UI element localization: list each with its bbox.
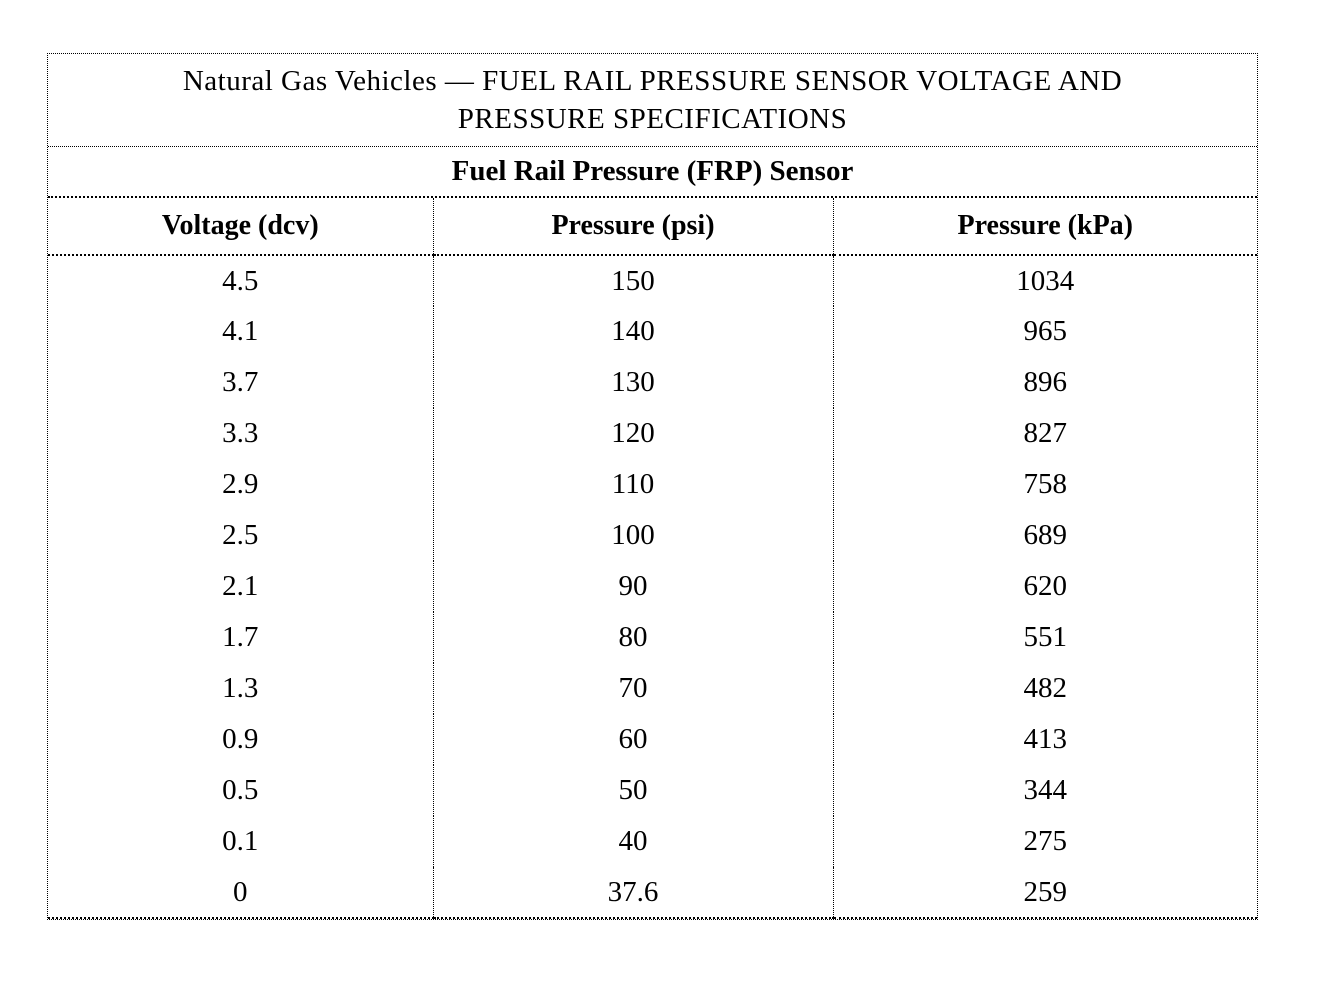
pressure-psi-cell: 50 xyxy=(432,765,833,816)
pressure-psi-cell: 90 xyxy=(432,561,833,612)
voltage-cell: 1.3 xyxy=(222,672,259,704)
pressure-psi-cell: 130 xyxy=(432,357,833,408)
pressure-psi-cell: 150 xyxy=(432,255,833,306)
sensor-data-table: Voltage (dcv) Pressure (psi) Pressure (k… xyxy=(48,198,1257,919)
page-title: Natural Gas Vehicles — FUEL RAIL PRESSUR… xyxy=(48,54,1257,147)
voltage-cell: 0.5 xyxy=(222,774,259,806)
table-row: 0.9 60 413 xyxy=(48,714,1257,765)
pressure-psi-cell: 37.6 xyxy=(432,867,833,919)
voltage-cell: 3.3 xyxy=(222,417,259,449)
pressure-kpa-cell: 344 xyxy=(832,765,1257,816)
pressure-psi-cell: 140 xyxy=(432,306,833,357)
table-row: 3.3 120 827 xyxy=(48,408,1257,459)
fuel-rail-pressure-spec-table: Natural Gas Vehicles — FUEL RAIL PRESSUR… xyxy=(47,53,1258,920)
voltage-cell: 2.1 xyxy=(222,570,259,602)
table-row: 0 37.6 259 xyxy=(48,867,1257,919)
page-title-line-1: Natural Gas Vehicles — FUEL RAIL PRESSUR… xyxy=(182,65,1123,97)
table-row: 2.9 110 758 xyxy=(48,459,1257,510)
table-row: 0.5 50 344 xyxy=(48,765,1257,816)
column-header-pressure-kpa: Pressure (kPa) xyxy=(832,198,1257,256)
pressure-psi-cell: 80 xyxy=(432,612,833,663)
pressure-kpa-cell: 551 xyxy=(832,612,1257,663)
pressure-kpa-cell: 827 xyxy=(832,408,1257,459)
pressure-psi-cell: 110 xyxy=(432,459,833,510)
voltage-cell: 0.9 xyxy=(222,723,259,755)
pressure-kpa-cell: 275 xyxy=(832,816,1257,867)
table-subtitle: Fuel Rail Pressure (FRP) Sensor xyxy=(48,147,1257,198)
voltage-cell: 4.1 xyxy=(222,315,259,347)
voltage-cell: 2.5 xyxy=(222,519,259,551)
pressure-kpa-cell: 620 xyxy=(832,561,1257,612)
pressure-kpa-cell: 689 xyxy=(832,510,1257,561)
table-row: 2.5 100 689 xyxy=(48,510,1257,561)
pressure-kpa-cell: 896 xyxy=(832,357,1257,408)
voltage-cell: 1.7 xyxy=(222,621,259,653)
table-row: 4.1 140 965 xyxy=(48,306,1257,357)
page-title-line-2: PRESSURE SPECIFICATIONS xyxy=(457,103,848,135)
pressure-kpa-cell: 1034 xyxy=(832,255,1257,306)
column-header-voltage: Voltage (dcv) xyxy=(48,198,433,256)
pressure-kpa-cell: 482 xyxy=(832,663,1257,714)
pressure-psi-cell: 40 xyxy=(432,816,833,867)
header-row: Voltage (dcv) Pressure (psi) Pressure (k… xyxy=(48,198,1257,256)
table-row: 3.7 130 896 xyxy=(48,357,1257,408)
voltage-cell: 2.9 xyxy=(222,468,259,500)
voltage-cell: 0.1 xyxy=(222,825,259,857)
pressure-kpa-cell: 965 xyxy=(832,306,1257,357)
table-row: 2.1 90 620 xyxy=(48,561,1257,612)
table-row: 4.5 150 1034 xyxy=(48,255,1257,306)
table-row: 1.7 80 551 xyxy=(48,612,1257,663)
column-header-pressure-psi: Pressure (psi) xyxy=(432,198,833,256)
table-row: 1.3 70 482 xyxy=(48,663,1257,714)
pressure-psi-cell: 70 xyxy=(432,663,833,714)
pressure-kpa-cell: 259 xyxy=(832,867,1257,919)
pressure-psi-cell: 60 xyxy=(432,714,833,765)
voltage-cell: 0 xyxy=(48,867,433,919)
pressure-psi-cell: 120 xyxy=(432,408,833,459)
pressure-kpa-cell: 758 xyxy=(832,459,1257,510)
table-row: 0.1 40 275 xyxy=(48,816,1257,867)
voltage-cell: 3.7 xyxy=(222,366,259,398)
pressure-kpa-cell: 413 xyxy=(832,714,1257,765)
voltage-cell: 4.5 xyxy=(222,264,259,297)
pressure-psi-cell: 100 xyxy=(432,510,833,561)
